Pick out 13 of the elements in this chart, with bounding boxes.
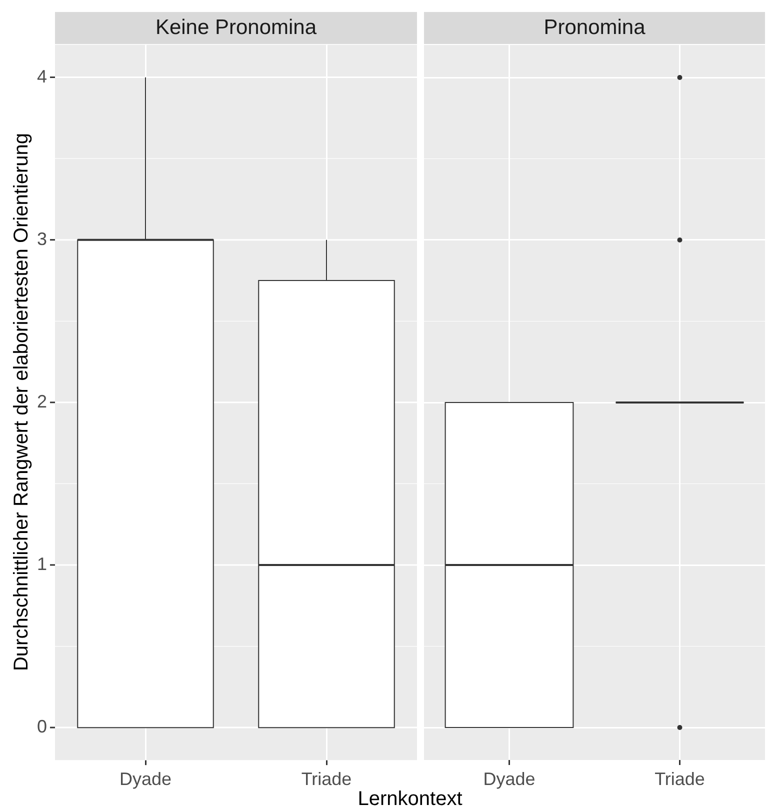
x-tick-label: Triade bbox=[654, 768, 705, 789]
y-tick-label: 2 bbox=[36, 392, 47, 412]
y-tick-label: 3 bbox=[36, 229, 47, 250]
y-tick-label: 4 bbox=[36, 66, 47, 86]
x-tick-label: Dyade bbox=[119, 769, 172, 790]
y-tick-label: 1 bbox=[36, 554, 47, 574]
x-tick-label: Triade bbox=[301, 769, 352, 790]
chart-title: Keine Pronomina bbox=[55, 12, 417, 44]
y-axis-title: Durchschnittlicher Rangwert der elaboriertesten Orientierung bbox=[10, 132, 34, 672]
chart-title: Pronomina bbox=[424, 12, 765, 44]
x-tick-label: Dyade bbox=[483, 768, 536, 789]
y-tick-label: 0 bbox=[36, 716, 47, 737]
x-axis-title: Lernkontext bbox=[358, 788, 462, 811]
